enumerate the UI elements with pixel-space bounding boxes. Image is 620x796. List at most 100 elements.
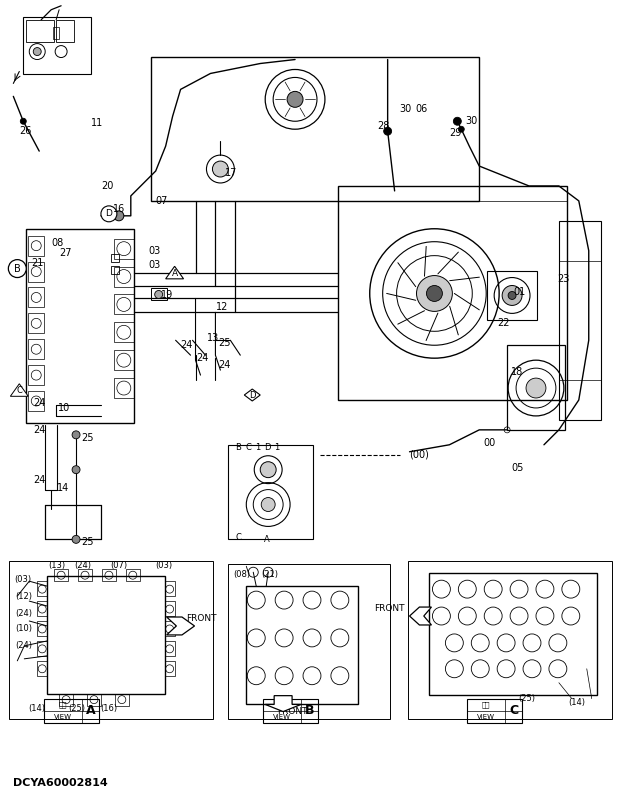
Text: (14): (14) <box>29 704 46 713</box>
Text: 24: 24 <box>33 425 46 435</box>
Text: 20: 20 <box>101 181 113 191</box>
Bar <box>24 17 91 75</box>
Text: B: B <box>236 443 241 452</box>
Text: 12: 12 <box>216 302 229 312</box>
Bar <box>111 266 119 274</box>
Text: (14): (14) <box>569 698 585 707</box>
Bar <box>338 186 567 400</box>
Text: C: C <box>246 443 251 452</box>
Text: 26: 26 <box>19 127 32 136</box>
Text: 18: 18 <box>511 367 523 377</box>
Bar <box>29 339 44 359</box>
Text: 先端: 先端 <box>278 701 286 708</box>
Bar <box>59 693 73 705</box>
Bar <box>114 378 134 398</box>
Text: (12): (12) <box>15 591 32 601</box>
Text: (07): (07) <box>110 560 128 570</box>
Text: C: C <box>510 704 519 717</box>
Circle shape <box>33 48 41 56</box>
Text: (03): (03) <box>155 560 172 570</box>
Text: D: D <box>264 443 270 452</box>
Circle shape <box>261 498 275 512</box>
Bar <box>102 569 116 581</box>
Bar <box>44 699 99 723</box>
Text: 13: 13 <box>206 334 219 343</box>
Circle shape <box>427 286 443 302</box>
Circle shape <box>101 206 117 222</box>
Text: 03: 03 <box>149 259 161 270</box>
Text: A: A <box>264 535 270 544</box>
Polygon shape <box>410 607 432 625</box>
Text: C: C <box>236 533 241 542</box>
Text: 10: 10 <box>58 403 71 413</box>
Text: FRONT: FRONT <box>374 603 405 613</box>
Text: (24): (24) <box>15 608 32 618</box>
Text: 08: 08 <box>51 238 63 248</box>
Bar <box>114 267 134 287</box>
Text: (00): (00) <box>410 450 430 460</box>
Text: A: A <box>86 704 96 717</box>
Bar <box>29 287 44 307</box>
Bar <box>29 236 44 256</box>
Circle shape <box>502 286 522 306</box>
Text: D: D <box>249 391 255 400</box>
Text: 00: 00 <box>483 438 495 448</box>
Text: 19: 19 <box>161 291 173 300</box>
Bar <box>29 391 44 411</box>
Circle shape <box>8 259 26 278</box>
Text: VIEW: VIEW <box>273 713 291 720</box>
Circle shape <box>72 466 80 474</box>
Text: (21): (21) <box>262 570 278 579</box>
Circle shape <box>213 161 228 177</box>
Bar <box>228 445 313 540</box>
Circle shape <box>384 127 392 135</box>
Bar <box>114 350 134 370</box>
Text: 07: 07 <box>156 196 168 206</box>
Circle shape <box>417 275 453 311</box>
Text: VIEW: VIEW <box>54 713 72 720</box>
Text: (16): (16) <box>100 704 117 713</box>
Polygon shape <box>11 384 29 396</box>
Text: 22: 22 <box>497 318 510 328</box>
Bar <box>29 365 44 385</box>
Circle shape <box>72 431 80 439</box>
Text: (10): (10) <box>15 624 32 634</box>
Text: 16: 16 <box>113 204 125 214</box>
Text: (25): (25) <box>69 704 86 713</box>
Text: A: A <box>172 269 178 278</box>
Text: (24): (24) <box>15 642 32 650</box>
Text: 24: 24 <box>33 398 46 408</box>
Text: 28: 28 <box>378 121 390 131</box>
Bar <box>26 228 134 423</box>
Circle shape <box>155 291 162 298</box>
Text: 30: 30 <box>400 104 412 115</box>
Text: 先端: 先端 <box>482 701 490 708</box>
Circle shape <box>458 127 464 132</box>
Bar <box>559 220 601 420</box>
Text: VIEW: VIEW <box>477 713 495 720</box>
Text: 14: 14 <box>57 482 69 493</box>
Text: 先端: 先端 <box>59 701 68 708</box>
Bar <box>507 345 565 430</box>
Polygon shape <box>265 696 301 712</box>
Text: (03): (03) <box>15 575 32 583</box>
Text: B: B <box>14 263 20 274</box>
Circle shape <box>287 92 303 107</box>
Text: FRONT: FRONT <box>277 707 308 716</box>
Text: FRONT: FRONT <box>187 614 217 622</box>
Text: (25): (25) <box>518 694 536 703</box>
Bar <box>430 573 596 695</box>
Bar <box>246 586 358 704</box>
Text: (08): (08) <box>234 570 251 579</box>
Circle shape <box>114 211 124 220</box>
Circle shape <box>508 291 516 299</box>
Bar <box>165 621 175 636</box>
Bar <box>151 57 479 201</box>
Bar <box>56 20 74 41</box>
Circle shape <box>453 117 461 125</box>
Text: 05: 05 <box>511 462 523 473</box>
Bar <box>87 693 101 705</box>
Bar <box>37 601 47 616</box>
Text: B: B <box>305 704 315 717</box>
Bar <box>37 581 47 596</box>
